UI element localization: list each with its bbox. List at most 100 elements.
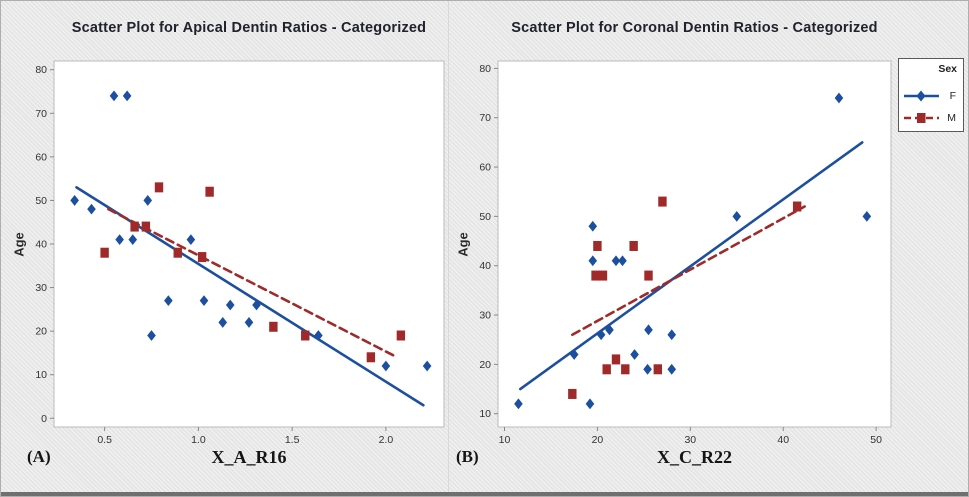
data-point-m [366,352,376,363]
data-point-m [644,270,653,281]
legend-box: Sex F M [898,58,964,132]
legend-samples [904,90,939,123]
data-point-f [667,329,677,341]
data-point-m [611,354,621,365]
data-point-m [269,321,278,332]
data-point-f [588,255,598,267]
y-tick-label: 80 [479,63,491,75]
x-tick-label: 50 [870,434,882,446]
chart-a-x-axis-label: X_A_R16 [211,447,287,467]
y-tick-label: 10 [479,408,491,420]
data-point-f [514,398,523,410]
data-point-f [244,317,254,328]
y-tick-label: 30 [35,282,47,294]
y-tick-label: 60 [479,162,491,174]
data-point-f [218,317,228,328]
x-tick-label: 1.0 [191,434,206,446]
y-tick-label: 50 [35,195,47,207]
data-point-m [591,270,600,281]
data-point-m [621,364,630,375]
y-tick-label: 40 [479,260,491,272]
data-point-f [186,234,196,246]
legend-title: Sex [938,63,957,75]
y-tick-label: 80 [35,64,47,76]
data-point-f [422,360,432,372]
data-point-f [199,295,209,307]
data-point-m [598,270,608,281]
panel-b-label: (B) [456,447,479,466]
chart-a-y-axis-label: Age [11,232,27,257]
data-point-m [602,364,611,375]
y-tick-label: 20 [35,326,47,338]
panel-divider [448,1,449,492]
y-tick-label: 30 [479,310,491,322]
chart-b-x-axis-label: X_C_R22 [657,447,732,467]
data-point-f [585,398,595,410]
x-tick-label: 40 [777,434,789,446]
data-point-f [314,330,323,341]
data-point-f [834,92,844,104]
data-point-m [568,388,577,399]
data-point-f [381,360,391,372]
x-tick-label: 1.5 [285,434,300,446]
trend-line-m [571,205,806,337]
legend-label-m: M [947,112,956,124]
y-tick-label: 20 [479,359,491,371]
chart-b-y-axis-label: Age [455,232,471,257]
data-point-f [128,234,138,246]
data-point-f [87,203,96,215]
data-point-f [644,324,653,336]
y-tick-label: 70 [35,108,47,120]
data-point-f [70,195,79,206]
data-point-m [197,252,207,263]
panel-a-label: (A) [27,447,51,466]
data-point-m [154,182,164,193]
plot-area [497,60,892,428]
data-point-m [173,247,182,258]
coronal-scatter-plot: 10 20 30 40 50 10 20 30 40 50 60 70 80 [479,60,892,446]
data-point-f [862,210,872,222]
y-tick-label: 50 [479,211,491,223]
x-tick-label: 2.0 [379,434,394,446]
y-tick-label: 70 [479,112,491,124]
legend-sample-f [904,90,939,102]
data-point-m [792,201,802,212]
data-point-m [141,221,151,232]
x-tick-label: 20 [592,434,604,446]
chart-b-title: Scatter Plot for Coronal Dentin Ratios -… [511,20,878,36]
y-tick-label: 60 [35,151,47,163]
data-point-m [205,186,214,197]
data-point-f [143,195,153,206]
data-point-f [596,329,606,341]
data-point-f [569,349,579,360]
data-point-f [667,363,677,375]
chart-a-title: Scatter Plot for Apical Dentin Ratios - … [71,20,427,36]
data-point-f [122,90,132,102]
trend-line-m [107,207,399,359]
data-point-f [588,220,598,232]
data-point-m [396,330,406,341]
data-point-m [629,240,638,251]
data-point-m [130,221,139,232]
data-point-m [653,364,663,375]
legend-sample-m [904,113,939,123]
apical-scatter-plot: 0.5 1.0 1.5 2.0 0 10 20 30 40 50 60 70 80 [35,60,445,446]
data-point-f [605,324,614,336]
plot-area [53,60,445,428]
data-point-m [593,240,602,251]
x-tick-label: 30 [684,434,696,446]
data-point-f [115,234,124,246]
data-point-f [732,210,742,222]
y-tick-label: 0 [41,413,47,425]
x-tick-label: 0.5 [97,434,112,446]
y-tick-label: 40 [35,239,47,251]
data-point-m [100,247,109,258]
x-tick-label: 10 [499,434,511,446]
data-point-m [301,330,310,341]
y-tick-label: 10 [35,369,47,381]
data-point-f [109,90,119,102]
data-point-m [658,196,667,207]
data-point-f [164,295,173,307]
figure-bottom-edge [1,492,968,496]
